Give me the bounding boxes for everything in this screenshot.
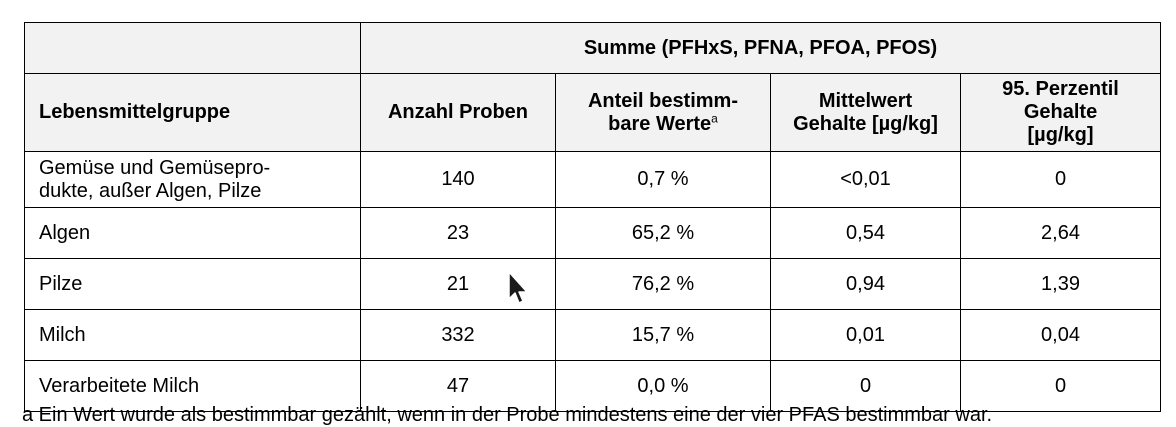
column-header-count: Anzahl Proben bbox=[360, 73, 556, 152]
mean-cell: 0,94 bbox=[770, 258, 961, 310]
share-header-footnote-mark: a bbox=[711, 110, 718, 125]
count-cell: 332 bbox=[360, 309, 556, 361]
super-header-cell: Summe (PFHxS, PFNA, PFOA, PFOS) bbox=[359, 22, 1162, 74]
table-row: Verarbeitete Milch 47 0,0 % 0 0 bbox=[24, 360, 1162, 412]
mouse-pointer-icon bbox=[508, 271, 528, 304]
share-cell: 15,7 % bbox=[555, 309, 771, 361]
mean-header-line1: Mittelwert bbox=[818, 89, 913, 112]
super-header-row: Summe (PFHxS, PFNA, PFOA, PFOS) bbox=[24, 22, 1162, 74]
group-label-line1: Gemüse und Gemüsepro- bbox=[39, 156, 271, 179]
group-cell: Gemüse und Gemüsepro- dukte, außer Algen… bbox=[24, 151, 361, 208]
group-cell: Milch bbox=[24, 309, 361, 361]
column-header-row: Lebensmittelgruppe Anzahl Proben Anteil … bbox=[24, 73, 1162, 152]
share-cell: 0,0 % bbox=[555, 360, 771, 412]
mean-cell: 0,54 bbox=[770, 207, 961, 259]
count-cell: 23 bbox=[360, 207, 556, 259]
pfas-results-table: Summe (PFHxS, PFNA, PFOA, PFOS) Lebensmi… bbox=[24, 22, 1162, 412]
column-header-mean: Mittelwert Gehalte [µg/kg] bbox=[770, 73, 961, 152]
group-cell: Verarbeitete Milch bbox=[24, 360, 361, 412]
column-header-share: Anteil bestimm- bare Wertea bbox=[555, 73, 771, 152]
share-header-line1: Anteil bestimm- bbox=[587, 89, 739, 112]
mean-cell: <0,01 bbox=[770, 151, 961, 208]
group-cell: Pilze bbox=[24, 258, 361, 310]
p95-cell: 0 bbox=[959, 151, 1162, 208]
count-cell: 140 bbox=[360, 151, 556, 208]
share-cell: 76,2 % bbox=[555, 258, 771, 310]
empty-header-cell bbox=[24, 22, 361, 74]
table-row: Milch 332 15,7 % 0,01 0,04 bbox=[24, 309, 1162, 361]
p95-header-line1: 95. Perzentil bbox=[1002, 78, 1119, 100]
mean-cell: 0,01 bbox=[770, 309, 961, 361]
table-row: Algen 23 65,2 % 0,54 2,64 bbox=[24, 207, 1162, 259]
p95-cell: 0,04 bbox=[959, 309, 1162, 361]
table-row: Gemüse und Gemüsepro- dukte, außer Algen… bbox=[24, 151, 1162, 208]
p95-cell: 2,64 bbox=[959, 207, 1162, 259]
share-cell: 65,2 % bbox=[555, 207, 771, 259]
p95-cell: 0 bbox=[959, 360, 1162, 412]
p95-header-line2: Gehalte bbox=[1023, 101, 1098, 123]
table-footnote: a Ein Wert wurde als bestimmbar gezählt,… bbox=[22, 404, 993, 426]
group-cell: Algen bbox=[24, 207, 361, 259]
p95-header-line3: [µg/kg] bbox=[1027, 124, 1094, 146]
p95-cell: 1,39 bbox=[959, 258, 1162, 310]
table-row: Pilze 21 76,2 % 0,94 1,39 bbox=[24, 258, 1162, 310]
column-header-p95: 95. Perzentil Gehalte [µg/kg] bbox=[959, 73, 1162, 152]
group-label-line2: dukte, außer Algen, Pilze bbox=[39, 179, 262, 202]
column-header-group: Lebensmittelgruppe bbox=[24, 73, 361, 152]
share-cell: 0,7 % bbox=[555, 151, 771, 208]
mean-header-line2: Gehalte [µg/kg] bbox=[793, 112, 938, 135]
share-header-line2: bare Werte bbox=[608, 112, 712, 135]
